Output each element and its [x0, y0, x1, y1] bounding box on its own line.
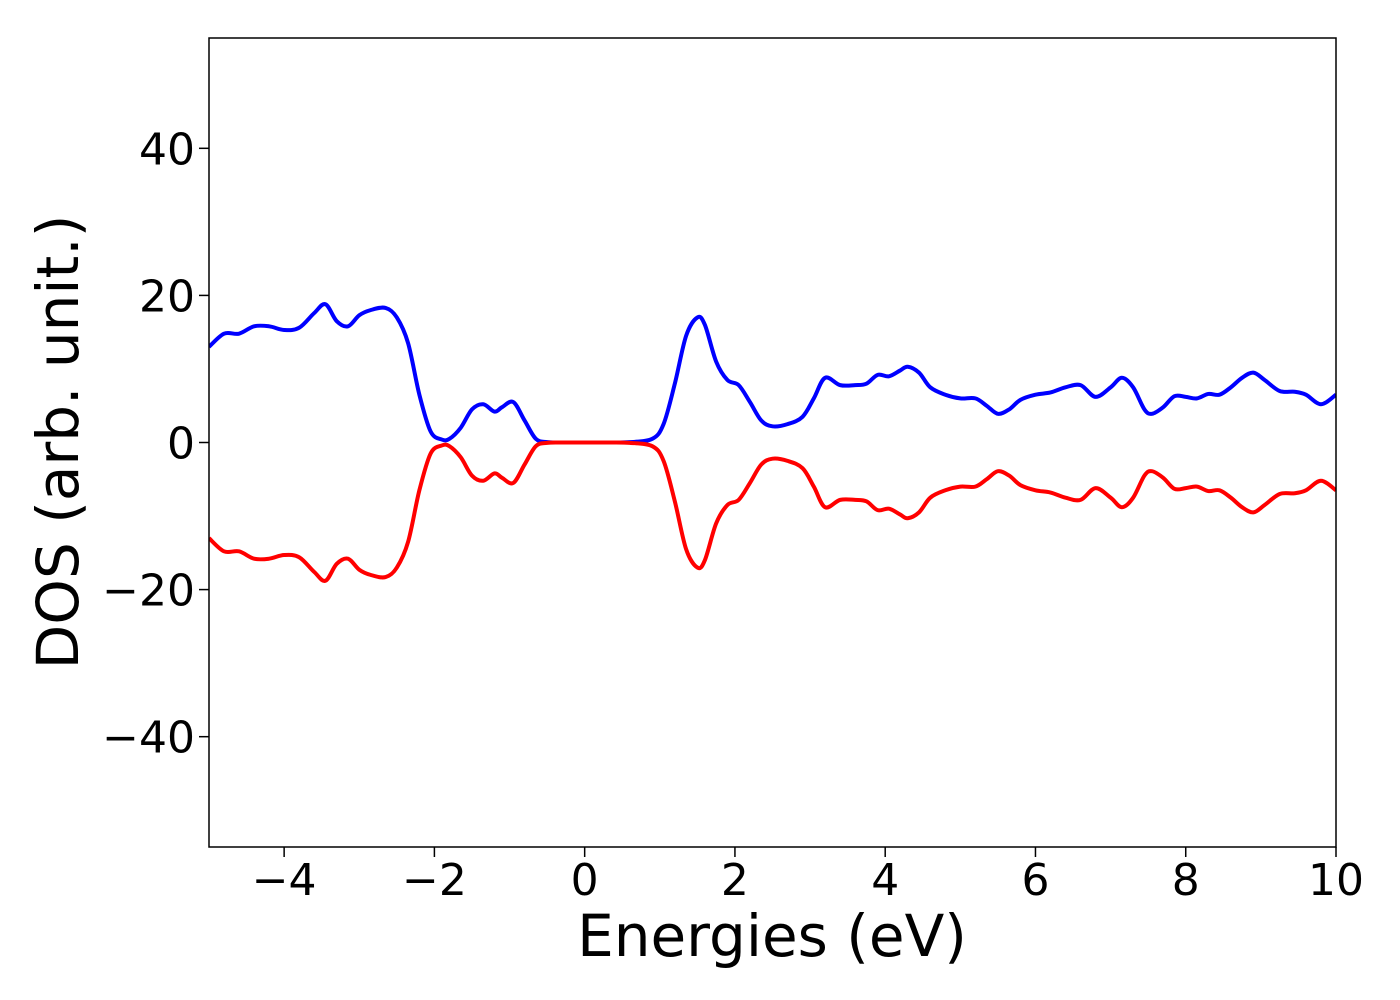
x-tick-label: 10 — [1308, 855, 1364, 906]
x-axis: −4 −2 0 2 4 6 8 10 — [252, 847, 1364, 906]
y-tick-label: 20 — [139, 271, 195, 322]
series-line-blue — [209, 302, 1336, 445]
x-axis-title: Energies (eV) — [577, 902, 967, 970]
x-tick-label: 8 — [1172, 855, 1200, 906]
x-tick-label: 0 — [571, 855, 599, 906]
x-tick-label: 6 — [1021, 855, 1049, 906]
x-tick-label: 4 — [871, 855, 899, 906]
y-axis-title: DOS (arb. unit.) — [24, 215, 92, 670]
y-axis: −40 −20 0 20 40 — [102, 124, 209, 764]
series-layer — [209, 302, 1336, 583]
plot-frame — [208, 37, 1337, 848]
x-tick-label: −2 — [402, 855, 467, 906]
y-tick-label: −20 — [102, 566, 195, 617]
y-tick-label: 40 — [139, 124, 195, 175]
y-tick-label: 0 — [167, 419, 195, 470]
y-tick-label: −40 — [102, 713, 195, 764]
x-tick-label: 2 — [721, 855, 749, 906]
x-tick-label: −4 — [252, 855, 317, 906]
series-line-red — [209, 440, 1336, 583]
